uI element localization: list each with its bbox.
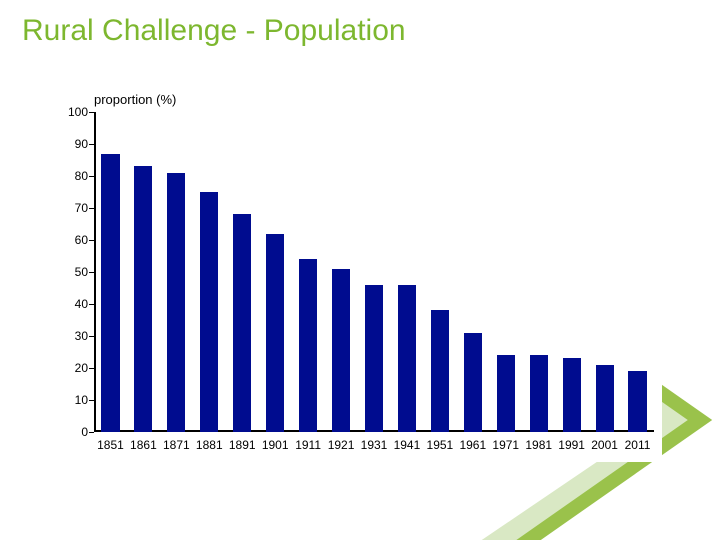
bar [530, 355, 548, 432]
y-tick-label: 70 [75, 201, 88, 215]
y-tick-label: 20 [75, 361, 88, 375]
x-tick-label: 1901 [262, 438, 289, 452]
bar [398, 285, 416, 432]
x-tick-label: 1991 [558, 438, 585, 452]
y-tick-label: 80 [75, 169, 88, 183]
bar [200, 192, 218, 432]
x-tick-label: 1911 [295, 438, 321, 452]
y-tick-label: 50 [75, 265, 88, 279]
y-tick-label: 10 [75, 393, 88, 407]
x-tick-label: 1921 [328, 438, 355, 452]
bar [101, 154, 119, 432]
x-tick-label: 1941 [394, 438, 421, 452]
x-tick-label: 1881 [196, 438, 223, 452]
x-tick-label: 1981 [525, 438, 552, 452]
x-tick-label: 1951 [427, 438, 454, 452]
y-tick-label: 90 [75, 137, 88, 151]
bar [628, 371, 646, 432]
plot-area: 0102030405060708090100 18511861187118811… [94, 112, 654, 432]
slide-title: Rural Challenge - Population [22, 14, 406, 49]
bar [134, 166, 152, 432]
bar [266, 234, 284, 432]
y-tick-mark [89, 432, 94, 433]
x-tick-label: 1871 [163, 438, 190, 452]
bar [464, 333, 482, 432]
bar [431, 310, 449, 432]
bar [563, 358, 581, 432]
bar [167, 173, 185, 432]
population-chart: proportion (%) 0102030405060708090100 18… [50, 92, 662, 462]
y-tick-label: 40 [75, 297, 88, 311]
y-tick-label: 60 [75, 233, 88, 247]
x-tick-label: 1971 [492, 438, 519, 452]
x-tick-label: 2001 [591, 438, 618, 452]
y-tick-label: 100 [68, 105, 88, 119]
x-tick-label: 1851 [97, 438, 124, 452]
bar [596, 365, 614, 432]
bar [332, 269, 350, 432]
x-tick-label: 1861 [130, 438, 157, 452]
y-axis-title: proportion (%) [94, 92, 176, 107]
y-tick-label: 30 [75, 329, 88, 343]
bar [497, 355, 515, 432]
x-tick-label: 1961 [459, 438, 486, 452]
bar [233, 214, 251, 432]
slide: Rural Challenge - Population proportion … [0, 0, 720, 540]
x-tick-label: 2011 [625, 438, 651, 452]
bar [299, 259, 317, 432]
bar [365, 285, 383, 432]
x-tick-label: 1931 [361, 438, 388, 452]
y-tick-label: 0 [81, 425, 88, 439]
x-tick-label: 1891 [229, 438, 256, 452]
bars-group [94, 112, 654, 432]
